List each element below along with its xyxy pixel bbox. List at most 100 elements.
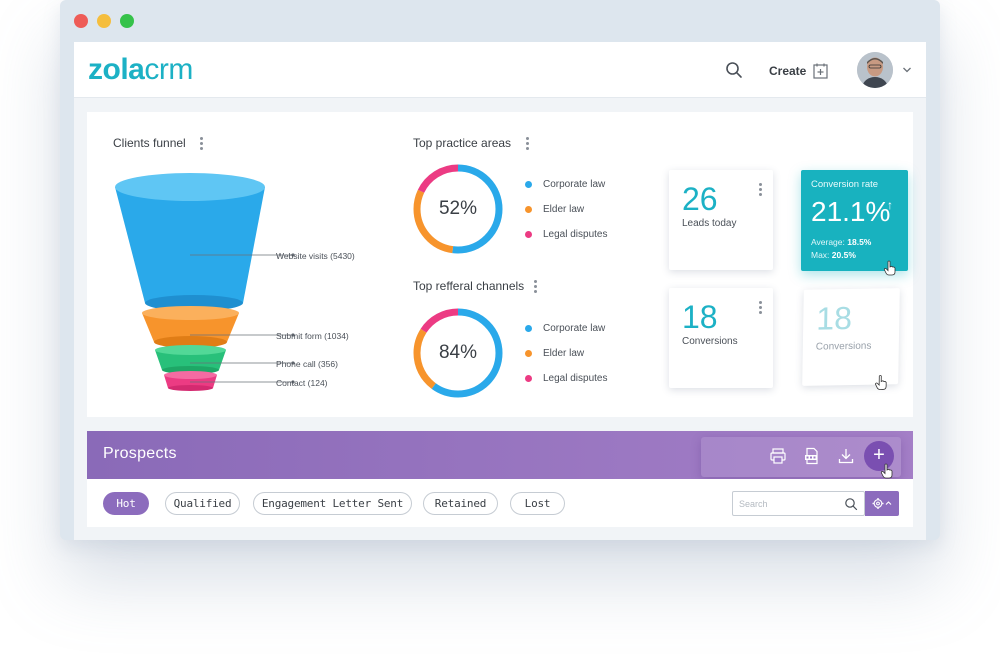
funnel-more-vertical-icon[interactable] — [198, 136, 204, 150]
funnel-connector-dot-2 — [291, 333, 295, 337]
funnel-label-contact: Contact (124) — [276, 378, 328, 388]
conversions-card[interactable]: 18 Conversions — [669, 288, 773, 388]
legend-label: Elder law — [543, 348, 585, 359]
funnel-segment-phone-call[interactable] — [155, 350, 226, 370]
referral-channels-more-vertical-icon[interactable] — [532, 279, 538, 293]
conversions-card-drag-preview[interactable]: 18 Conversions — [802, 288, 900, 390]
practice-areas-donut: 52% — [411, 162, 505, 256]
logo-bold-text: zola — [88, 53, 145, 86]
leads-more-vertical-icon[interactable] — [757, 182, 763, 196]
average-label: Average: — [811, 237, 845, 247]
legend-bullet — [525, 375, 532, 382]
legend-label: Corporate law — [543, 323, 606, 334]
avatar-image — [857, 52, 893, 88]
legend-bullet — [525, 325, 532, 332]
close-window-button[interactable] — [74, 14, 88, 28]
conversions-more-vertical-icon[interactable] — [757, 300, 763, 314]
download-icon[interactable] — [837, 447, 855, 465]
conversions-ghost-label: Conversions — [815, 340, 872, 353]
funnel-chart — [115, 173, 295, 391]
funnel-label-phone-call: Phone call (356) — [276, 359, 338, 369]
filter-chip-retained[interactable]: Retained — [423, 492, 498, 515]
search-icon[interactable] — [724, 60, 744, 80]
add-prospect-button[interactable]: + — [864, 441, 894, 471]
funnel-segment-pink-top — [164, 371, 217, 379]
create-icon[interactable] — [812, 62, 830, 80]
practice-areas-more-vertical-icon[interactable] — [524, 136, 530, 150]
referral-channels-legend: Corporate law Elder law Legal disputes — [525, 322, 608, 397]
referral-channels-segment-elder-law[interactable] — [413, 308, 503, 398]
conversions-value: 18 — [682, 299, 718, 335]
print-icon[interactable] — [769, 447, 787, 465]
referral-channels-percent: 84% — [438, 342, 478, 363]
prospects-filter-bar: Hot Qualified Engagement Letter Sent Ret… — [87, 479, 913, 527]
legend-label: Elder law — [543, 204, 585, 215]
funnel-segment-pink-bottom — [168, 385, 213, 391]
legend-item-legal-disputes: Legal disputes — [525, 372, 608, 397]
funnel-segment-orange-top — [142, 306, 239, 320]
legend-label: Corporate law — [543, 179, 606, 190]
search-icon[interactable] — [844, 497, 858, 511]
referral-channels-donut-chart — [413, 308, 503, 398]
referral-channels-segment-legal-disputes[interactable] — [413, 308, 503, 398]
conversions-label: Conversions — [682, 336, 738, 347]
legend-bullet — [525, 231, 532, 238]
funnel-segment-green-top — [155, 345, 226, 355]
legend-label: Legal disputes — [543, 373, 608, 384]
legend-bullet — [525, 206, 532, 213]
funnel-connector-dot-4 — [291, 380, 295, 384]
funnel-segment-orange-bottom — [154, 336, 227, 348]
export-file-icon[interactable] — [803, 447, 821, 465]
prospects-header: Prospects + — [87, 431, 913, 479]
settings-dropdown-button[interactable] — [865, 491, 899, 516]
conversion-rate-card[interactable]: Conversion rate 21.1% ↑ Average: 18.5% M… — [801, 170, 908, 276]
filter-chip-engagement-letter-sent[interactable]: Engagement Letter Sent — [253, 492, 412, 515]
practice-areas-segment-elder-law[interactable] — [413, 164, 503, 254]
funnel-connector-dot-3 — [291, 361, 295, 365]
legend-item-elder-law: Elder law — [525, 203, 608, 228]
legend-item-corporate-law: Corporate law — [525, 322, 608, 347]
logo[interactable]: zolacrm — [88, 52, 193, 88]
legend-bullet — [525, 350, 532, 357]
hand-cursor-icon — [875, 375, 887, 390]
legend-item-corporate-law: Corporate law — [525, 178, 608, 203]
window-controls — [74, 14, 134, 28]
funnel-connector-dot-1 — [291, 253, 295, 257]
app-window: zolacrm Create — [60, 0, 940, 540]
funnel-label-submit-form: Submit form (1034) — [276, 331, 349, 341]
prospects-search-box — [732, 491, 865, 516]
legend-item-elder-law: Elder law — [525, 347, 608, 372]
practice-areas-donut-chart — [413, 164, 503, 254]
filter-chip-hot[interactable]: Hot — [103, 492, 149, 515]
legend-label: Legal disputes — [543, 229, 608, 240]
filter-chip-lost[interactable]: Lost — [510, 492, 565, 515]
conversion-rate-average: Average: 18.5% — [811, 237, 871, 247]
dashboard-panel: Clients funnel — [87, 112, 913, 417]
conversion-rate-max: Max: 20.5% — [811, 250, 856, 260]
maximize-window-button[interactable] — [120, 14, 134, 28]
average-value: 18.5% — [847, 237, 872, 247]
max-value: 20.5% — [831, 250, 856, 260]
max-label: Max: — [811, 250, 830, 260]
avatar[interactable] — [857, 52, 893, 88]
referral-channels-donut: 84% — [411, 306, 505, 400]
practice-areas-segment-legal-disputes[interactable] — [413, 164, 503, 254]
hand-cursor-icon — [880, 463, 893, 479]
conversion-rate-value: 21.1% — [811, 196, 891, 227]
referral-channels-title: Top refferal channels — [413, 279, 525, 293]
leads-today-value: 26 — [682, 181, 718, 217]
leads-today-label: Leads today — [682, 218, 737, 229]
minimize-window-button[interactable] — [97, 14, 111, 28]
filter-chip-qualified[interactable]: Qualified — [165, 492, 240, 515]
practice-areas-title: Top practice areas — [413, 136, 512, 150]
create-button[interactable]: Create — [769, 64, 807, 78]
search-input[interactable] — [739, 496, 839, 512]
funnel-segment-website-visits[interactable] — [115, 187, 265, 303]
practice-areas-percent: 52% — [438, 198, 478, 219]
gear-icon — [872, 498, 892, 509]
conversions-ghost-value: 18 — [816, 299, 853, 337]
chevron-down-icon[interactable] — [902, 66, 912, 74]
conversion-rate-title: Conversion rate — [811, 179, 879, 190]
leads-today-card[interactable]: 26 Leads today — [669, 170, 773, 270]
trend-up-icon: ↑ — [887, 198, 893, 212]
